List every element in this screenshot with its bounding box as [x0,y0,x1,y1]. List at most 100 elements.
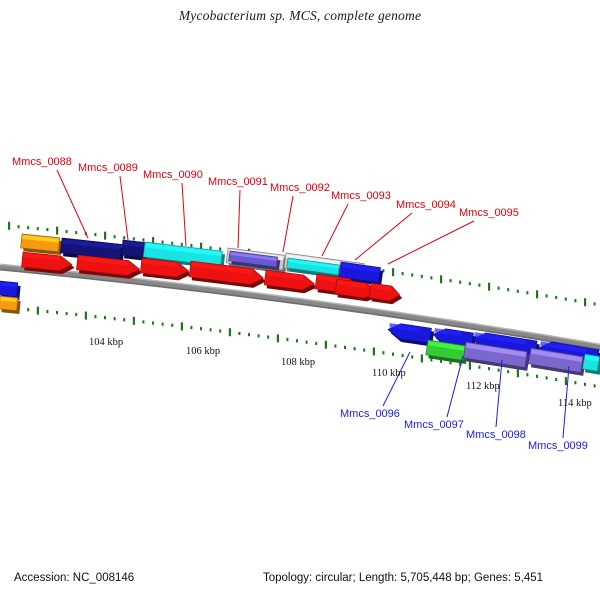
gene-label-leader-line [321,203,349,257]
feature-orange-edge[interactable] [0,295,21,314]
tick-mark-upper [468,282,471,286]
tick-mark-upper [536,290,539,299]
tick-mark-upper [209,246,212,250]
tick-mark-lower [478,365,481,369]
tick-mark-lower [238,331,241,336]
gene-label-mmcs_0088[interactable]: Mmcs_0088 [12,156,72,168]
gene-label-mmcs_0096[interactable]: Mmcs_0096 [340,408,400,420]
tick-mark-lower [411,355,414,359]
tick-mark-upper [430,276,433,280]
tick-mark-lower [142,320,145,324]
tick-mark-lower [555,377,558,382]
feature-red-8[interactable] [368,282,403,306]
tick-mark-lower [27,308,30,312]
tick-mark-lower [113,317,116,321]
tick-mark-upper [75,230,78,235]
tick-mark-lower [84,311,87,320]
tick-mark-lower [219,329,222,333]
tick-mark-lower [459,362,462,366]
tick-mark-lower [200,327,202,331]
gene-label-mmcs_0093[interactable]: Mmcs_0093 [331,190,391,202]
tick-mark-upper [392,268,395,277]
tick-mark-lower [65,311,68,316]
tick-mark-upper [382,269,385,273]
feature-red-4[interactable] [188,260,268,289]
tick-mark-upper [584,298,587,307]
tick-mark-upper [123,236,126,240]
tick-mark-upper [593,302,596,306]
tick-mark-lower [401,353,404,358]
tick-mark-lower [286,337,289,342]
feature-cyan-b1[interactable] [582,353,600,375]
tick-mark-lower [334,344,337,348]
tick-mark-upper [545,294,548,298]
tick-mark-upper [507,288,510,292]
gene-label-mmcs_0098[interactable]: Mmcs_0098 [466,429,526,441]
tick-mark-lower [564,377,567,386]
tick-mark-lower [248,333,250,337]
feature-purple-b1[interactable] [463,341,530,371]
feature-purple-b2[interactable] [528,347,586,376]
genome-axis-shadow [0,268,600,351]
gene-label-mmcs_0091[interactable]: Mmcs_0091 [208,176,268,188]
tick-mark-lower [545,376,548,380]
tick-mark-upper [411,273,414,277]
tick-mark-lower [315,341,318,346]
tick-mark-lower [584,382,586,386]
tick-mark-lower [257,334,260,338]
feature-red-2[interactable] [76,254,144,280]
tick-mark-lower [152,321,154,325]
gene-label-mmcs_0095[interactable]: Mmcs_0095 [459,207,519,219]
tick-mark-lower [190,325,193,330]
tick-mark-upper [171,241,174,245]
tick-mark-lower [267,335,270,339]
gene-label-leader-line [495,359,503,428]
tick-mark-upper [142,238,145,242]
tick-mark-upper [190,243,193,248]
tick-mark-lower [468,361,471,370]
genome-axis-line [0,265,600,349]
gene-label-mmcs_0099[interactable]: Mmcs_0099 [528,440,588,452]
gene-label-leader-line [562,365,570,439]
tick-mark-upper [27,226,30,230]
feature-red-5[interactable] [263,269,319,295]
gene-label-mmcs_0090[interactable]: Mmcs_0090 [143,169,203,181]
tick-mark-lower [209,328,212,332]
tick-mark-upper [478,283,481,287]
tick-mark-lower [353,347,356,351]
tick-mark-lower [180,322,183,331]
tick-mark-lower [574,381,577,385]
coordinate-label-106: 106 kbp [186,346,221,357]
gene-label-mmcs_0094[interactable]: Mmcs_0094 [396,199,456,211]
gene-label-leader-line [354,212,413,261]
gene-label-leader-line [56,169,89,239]
tick-mark-lower [382,351,385,355]
feature-cyan-2[interactable] [286,257,343,279]
tick-mark-upper [564,297,567,301]
gene-label-leader-line [387,220,475,265]
tick-mark-lower [171,323,174,327]
accession-text: Accession: NC_008146 [14,572,135,584]
gene-label-leader-line [382,351,411,407]
tick-mark-upper [219,247,222,251]
tick-mark-lower [420,354,423,363]
tick-mark-lower [228,328,231,337]
feature-orange-1[interactable] [20,233,63,256]
feature-blue-edge[interactable] [0,280,21,300]
feature-red-3[interactable] [139,257,193,282]
tick-mark-lower [324,340,327,349]
tick-mark-lower [526,373,529,377]
feature-red-1[interactable] [21,251,76,275]
tick-mark-lower [430,358,433,362]
gene-label-mmcs_0097[interactable]: Mmcs_0097 [404,419,464,431]
feature-purple-1[interactable] [228,250,281,271]
tick-mark-lower [488,367,490,371]
tick-mark-lower [132,316,135,325]
tick-mark-upper [36,227,39,231]
feature-blue-b1[interactable] [386,322,435,347]
tick-mark-lower [75,312,78,317]
genome-stats-text: Topology: circular; Length: 5,705,448 bp… [263,572,544,584]
gene-label-mmcs_0089[interactable]: Mmcs_0089 [78,162,138,174]
gene-label-mmcs_0092[interactable]: Mmcs_0092 [270,182,330,194]
